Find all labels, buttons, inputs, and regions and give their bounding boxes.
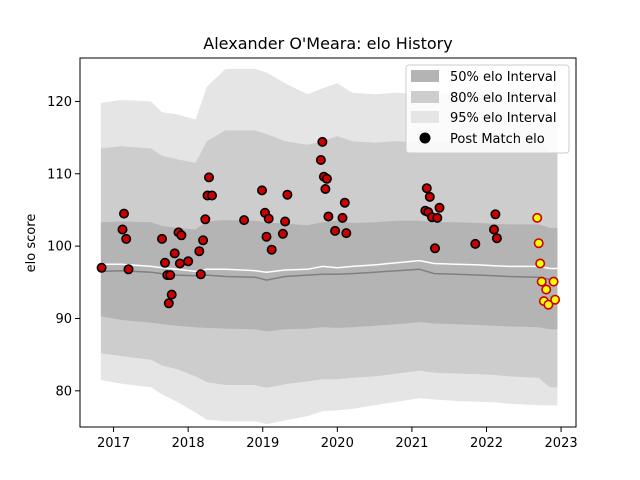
post-match-point-56 (535, 258, 546, 269)
post-match-point-52 (490, 209, 501, 220)
y-tick-label-110: 110 (47, 167, 72, 182)
post-match-point-60 (543, 299, 554, 310)
legend-box (405, 64, 570, 154)
post-match-point-32 (315, 155, 326, 166)
post-match-point-49 (434, 202, 445, 213)
x-tick-label-2022: 2022 (470, 436, 503, 451)
post-match-points (96, 136, 561, 310)
post-match-point-26 (261, 231, 272, 242)
median-elo-line (100, 268, 558, 281)
post-match-point-36 (321, 173, 332, 184)
legend-marker-post-match (419, 132, 431, 144)
post-match-point-28 (266, 244, 277, 255)
post-match-point-16 (194, 246, 205, 257)
post-match-point-54 (532, 212, 543, 223)
y-axis-label: elo score (24, 214, 39, 273)
post-match-point-62 (550, 294, 561, 305)
post-match-point-15 (183, 256, 194, 267)
post-match-point-37 (323, 211, 334, 222)
post-match-point-47 (429, 243, 440, 254)
post-match-point-38 (330, 225, 341, 236)
post-match-point-29 (277, 228, 288, 239)
y-tick-label-90: 90 (55, 312, 72, 327)
post-match-point-61 (548, 276, 559, 287)
post-match-point-30 (280, 216, 291, 227)
y-tick-label-120: 120 (47, 95, 72, 110)
x-tick-label-2019: 2019 (246, 436, 279, 451)
post-match-point-8 (163, 298, 174, 309)
post-match-point-48 (432, 212, 443, 223)
post-match-point-0 (96, 262, 107, 273)
post-match-point-41 (341, 228, 352, 239)
post-match-point-1 (117, 224, 128, 235)
post-match-point-13 (174, 258, 185, 269)
post-match-point-9 (165, 270, 176, 281)
plot-frame (79, 57, 577, 428)
post-match-point-35 (320, 184, 331, 195)
post-match-point-40 (339, 197, 350, 208)
x-tick-label-2021: 2021 (395, 436, 428, 451)
post-match-point-23 (239, 215, 250, 226)
x-axis: 2017 2018 2019 2020 2021 2022 2023 (97, 427, 578, 451)
plot-area (96, 68, 561, 425)
band-50-interval (100, 220, 558, 332)
post-match-point-45 (424, 191, 435, 202)
post-match-point-59 (541, 284, 552, 295)
post-match-point-55 (533, 238, 544, 249)
post-match-point-27 (263, 213, 274, 224)
post-match-point-39 (337, 212, 348, 223)
legend-label-post-match: Post Match elo (450, 132, 545, 147)
post-match-point-17 (195, 269, 206, 280)
post-match-point-18 (198, 235, 209, 246)
post-match-point-5 (157, 233, 168, 244)
post-match-point-53 (491, 233, 502, 244)
y-axis: 80 90 100 110 120 (47, 95, 80, 399)
post-match-point-3 (121, 233, 132, 244)
legend-label-80: 80% elo Interval (450, 91, 557, 106)
post-match-point-24 (256, 185, 267, 196)
post-match-point-57 (536, 276, 547, 287)
legend-swatch-80 (411, 91, 439, 103)
chart-title: Alexander O'Meara: elo History (203, 34, 452, 53)
post-match-point-21 (204, 172, 215, 183)
post-match-point-19 (200, 214, 211, 225)
y-tick-label-100: 100 (47, 240, 72, 255)
post-match-point-10 (166, 289, 177, 300)
x-tick-label-2017: 2017 (97, 436, 130, 451)
legend: 50% elo Interval 80% elo Interval 95% el… (405, 64, 570, 154)
x-tick-label-2023: 2023 (545, 436, 578, 451)
x-tick-label-2018: 2018 (172, 436, 205, 451)
post-match-point-50 (470, 238, 481, 249)
post-match-point-14 (176, 230, 187, 241)
post-match-point-11 (169, 248, 180, 259)
post-match-point-43 (421, 183, 432, 194)
post-match-point-33 (317, 136, 328, 147)
legend-swatch-95 (411, 111, 439, 123)
legend-label-50: 50% elo Interval (450, 70, 557, 85)
post-match-point-4 (123, 264, 134, 275)
post-match-point-22 (207, 190, 218, 201)
post-match-point-2 (119, 208, 130, 219)
legend-label-95: 95% elo Interval (450, 111, 557, 126)
legend-swatch-50 (411, 70, 439, 82)
mean-elo-line (100, 259, 558, 273)
post-match-point-6 (160, 257, 171, 268)
post-match-point-31 (282, 189, 293, 200)
x-tick-label-2020: 2020 (321, 436, 354, 451)
y-tick-label-80: 80 (55, 384, 72, 399)
post-match-point-51 (488, 224, 499, 235)
